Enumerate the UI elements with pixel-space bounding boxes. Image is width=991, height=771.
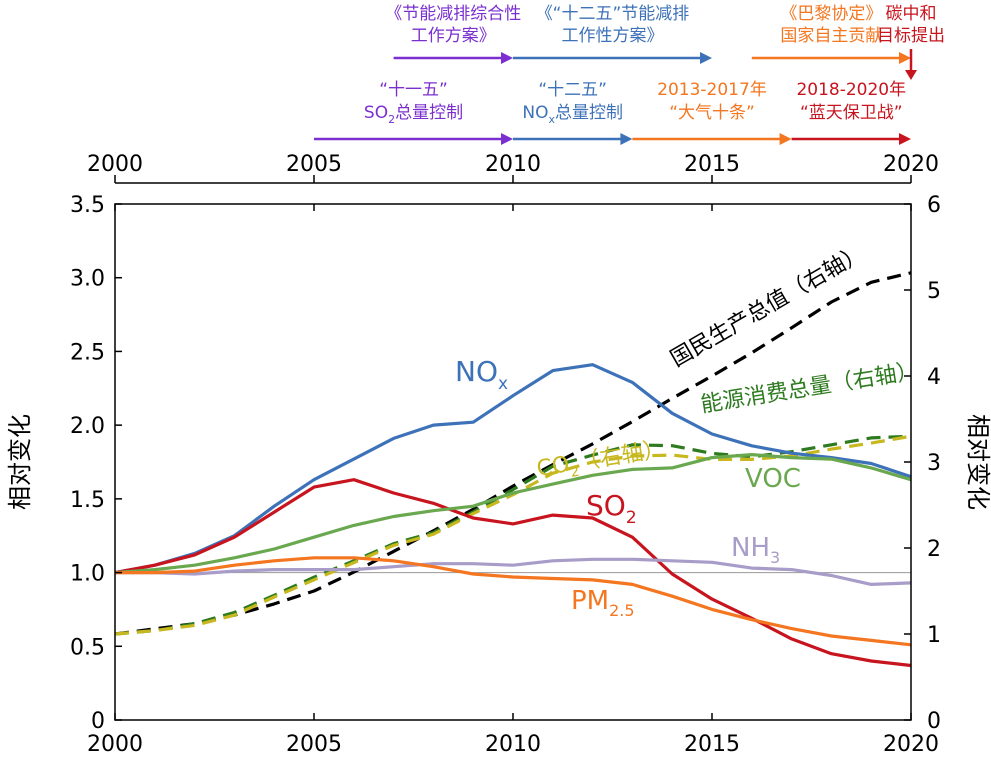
x-tick-label: 2000 xyxy=(87,732,143,757)
policy-text: 《“十二五”节能减排 xyxy=(536,4,690,24)
y-left-tick-label: 1.0 xyxy=(70,562,105,587)
policy-text: 国家自主贡献 xyxy=(780,26,882,46)
y-right-tick-label: 0 xyxy=(927,709,941,734)
top-x-tick-label: 2005 xyxy=(286,152,342,177)
policy-text: 碳中和 xyxy=(886,4,937,24)
y-left-tick-label: 3.0 xyxy=(70,267,105,292)
y-right-tick-label: 5 xyxy=(927,279,941,304)
policy-12th-nox-control: “十二五” NOx总量控制 xyxy=(513,80,633,145)
policy-text: “十二五” xyxy=(538,80,607,100)
series-line-co2 xyxy=(115,434,911,636)
policy-text: 工作性方案》 xyxy=(562,26,664,46)
series-line-voc xyxy=(115,453,911,575)
policy-arrow-head xyxy=(620,133,633,145)
label-co2: CO2（右轴） xyxy=(535,437,668,486)
label-gdp: 国民生产总值（右轴） xyxy=(667,241,870,373)
series-line-gdp xyxy=(115,271,911,636)
label-pm25: PM2.5 xyxy=(571,586,635,620)
label-energy: 能源消费总量（右轴） xyxy=(699,359,920,418)
y-left-tick-label: 0.5 xyxy=(70,635,105,660)
top-x-tick-label: 2015 xyxy=(684,152,740,177)
y-right-tick-label: 1 xyxy=(927,623,941,648)
policy-arrow-head xyxy=(700,52,712,64)
series-line-so2 xyxy=(115,478,911,668)
policy-text: 《节能减排综合性 xyxy=(385,4,521,24)
x-tick-label: 2010 xyxy=(485,732,541,757)
policy-arrow-head xyxy=(501,133,513,145)
label-nh3: NH3 xyxy=(731,533,780,567)
policy-text: 《巴黎协定》 xyxy=(780,4,882,24)
series-line-nox xyxy=(115,363,911,575)
y-right-tick-label: 6 xyxy=(927,193,941,218)
y-right-tick-label: 4 xyxy=(927,365,941,390)
policy-arrow-head xyxy=(779,133,792,145)
policy-11th-so2-control: “十一五” SO2总量控制 xyxy=(314,80,513,145)
policy-paris-ndc: 《巴黎协定》国家自主贡献 xyxy=(751,4,911,64)
y-right-tick-label: 2 xyxy=(927,537,941,562)
y-left-tick-label: 3.5 xyxy=(70,193,105,218)
top-x-axis: 2000 2005 2010 2015 2020 xyxy=(87,152,939,184)
policy-text: 目标提出 xyxy=(877,26,945,46)
policy-text: “蓝天保卫战” xyxy=(800,103,903,123)
policy-blue-sky: 2018-2020年 “蓝天保卫战” xyxy=(791,80,911,145)
y-left-tick-label: 2.5 xyxy=(70,340,105,365)
x-tick-label: 2020 xyxy=(883,732,939,757)
top-x-tick-label: 2010 xyxy=(485,152,541,177)
label-voc: VOC xyxy=(745,464,801,494)
policy-arrow-head xyxy=(905,70,917,80)
label-so2: SO2 xyxy=(586,489,637,528)
series-line-energy xyxy=(115,434,911,636)
y-left-axis-title: 相对变化 xyxy=(6,414,34,510)
series-lines xyxy=(115,271,911,668)
policy-air-ten: 2013-2017年 “大气十条” xyxy=(632,80,792,145)
series-line-pm25 xyxy=(115,556,911,647)
series-line-nh3 xyxy=(115,557,911,587)
top-x-tick-label: 2020 xyxy=(883,152,939,177)
top-x-tick-label: 2000 xyxy=(87,152,143,177)
axes: 2000 2005 2010 2015 202000.51.01.52.02.53.03… xyxy=(6,193,991,757)
policy-text: NOx总量控制 xyxy=(522,103,623,126)
policy-text: 2018-2020年 xyxy=(796,80,906,100)
y-left-tick-label: 0 xyxy=(91,709,105,734)
y-right-tick-label: 3 xyxy=(927,451,941,476)
y-left-tick-label: 1.5 xyxy=(70,488,105,513)
label-nox: NOx xyxy=(455,355,508,394)
y-left-tick-label: 2.0 xyxy=(70,414,105,439)
policy-arrow-head xyxy=(899,52,911,64)
policy-text: “十一五” xyxy=(379,80,448,100)
x-tick-label: 2005 xyxy=(286,732,342,757)
policy-text: SO2总量控制 xyxy=(364,103,463,126)
y-right-axis-title: 相对变化 xyxy=(964,414,991,510)
policy-text: 2013-2017年 xyxy=(657,80,767,100)
policy-arrow-head xyxy=(501,52,513,64)
policy-annotations: 《节能减排综合性工作方案》《“十二五”节能减排工作性方案》《巴黎协定》国家自主贡… xyxy=(314,4,945,145)
policy-arrow-head xyxy=(899,133,911,145)
policy-text: “大气十条” xyxy=(669,103,755,123)
policy-text: 工作方案》 xyxy=(411,26,496,46)
x-tick-label: 2015 xyxy=(684,732,740,757)
